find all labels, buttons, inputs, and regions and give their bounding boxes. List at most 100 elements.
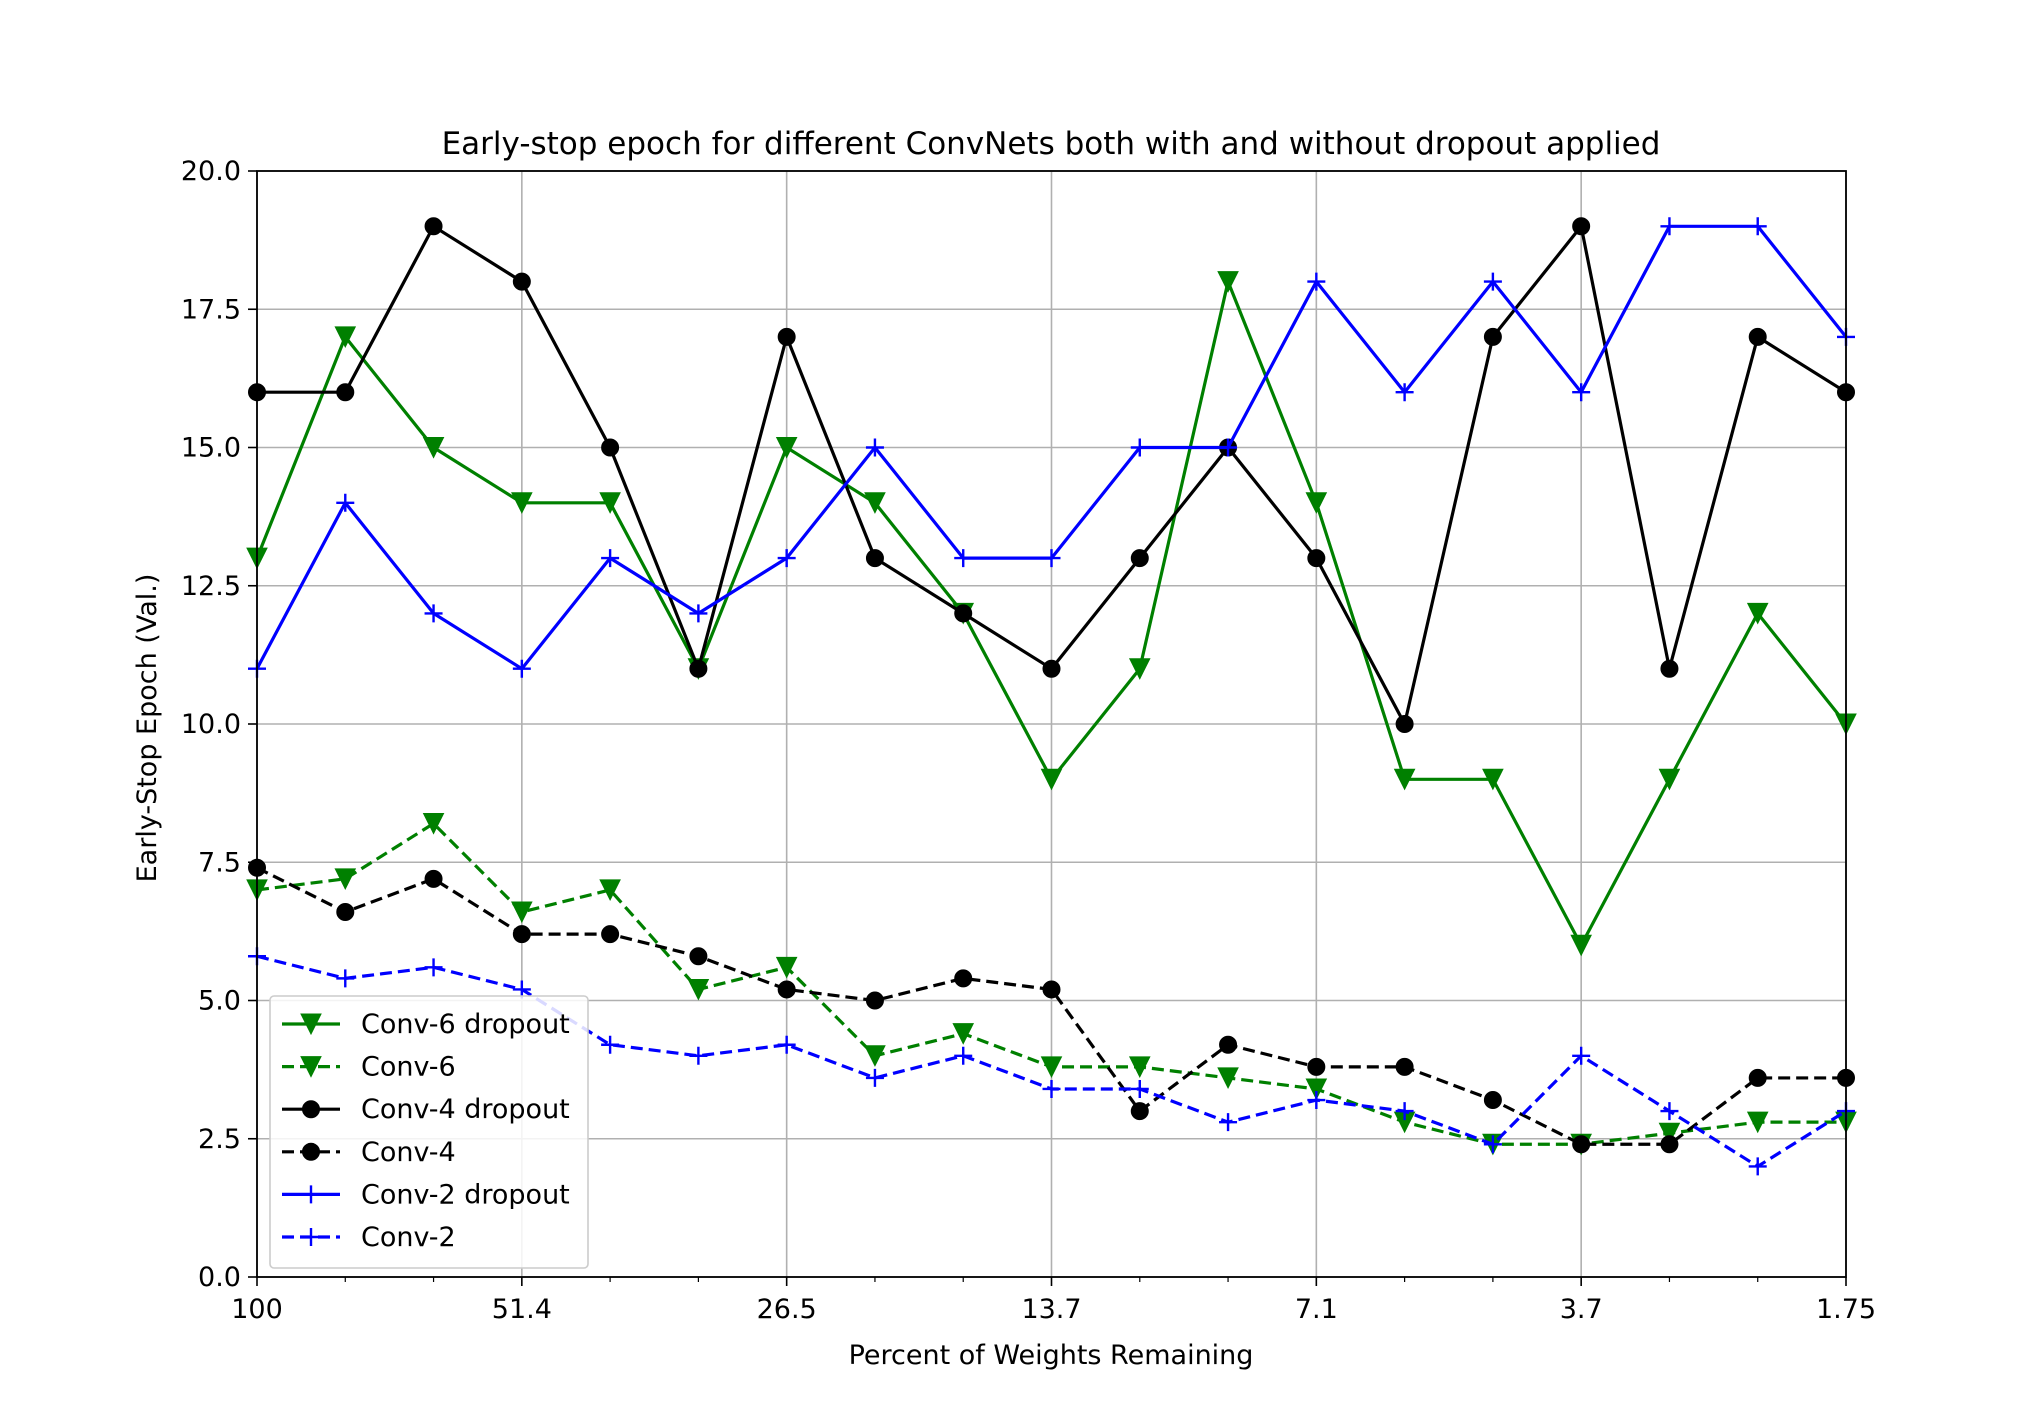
data-point [1748,327,1767,346]
data-point [511,901,533,924]
data-point [512,272,531,291]
data-point [1042,549,1061,568]
data-point [1307,1057,1326,1076]
legend-entry: Conv-4 [282,1137,456,1168]
data-point [334,326,357,349]
data-point [954,604,973,623]
data-point [865,1068,884,1087]
legend-box [269,995,589,1269]
data-point [1660,217,1679,236]
x-tick-label: 1.75 [1816,1294,1876,1325]
y-tick-label: 12.5 [181,571,241,602]
legend-label: Conv-4 [361,1137,456,1168]
data-point [336,903,355,922]
data-point [1219,1113,1238,1132]
legend-marker [302,1185,320,1204]
data-point [1660,1102,1679,1121]
series-conv-4 [248,858,1855,1154]
data-point [1658,768,1681,791]
data-point [1042,659,1061,678]
data-point [777,549,796,568]
data-point [1040,768,1063,791]
data-point [1395,1057,1414,1076]
data-point [422,813,445,835]
data-point [512,925,531,944]
y-tick-label: 0.0 [198,1262,241,1293]
x-tick-label: 13.7 [1021,1294,1081,1325]
legend-marker [302,1228,320,1246]
data-point [1393,768,1416,791]
data-point [687,978,710,1001]
data-point [1658,1122,1681,1145]
data-point [1305,492,1328,514]
data-point [1572,383,1591,402]
chart-title: Early-stop epoch for different ConvNets … [442,126,1661,162]
data-point [1746,602,1769,625]
data-point [424,604,443,623]
data-point [1128,1056,1151,1078]
data-point [1395,715,1414,733]
data-point [1217,271,1239,293]
data-point [1040,1056,1063,1078]
data-point [775,956,798,979]
data-point [422,437,445,459]
data-point [865,991,884,1010]
data-point [512,659,531,678]
data-point [1219,1035,1238,1054]
data-point [777,327,796,346]
axis-ticks: 0.0 2.5 5.0 7.5 10.0 12.5 15.0 17.5 20.0 100 51.4 2… [181,156,1876,1325]
data-point [954,969,973,988]
data-point [1483,1091,1502,1110]
legend-marker [302,1142,320,1161]
data-point [1395,1102,1414,1121]
data-point [599,879,621,902]
data-point [777,1035,796,1054]
data-point [1572,1135,1591,1154]
legend-entry: Conv-4 dropout [282,1094,570,1125]
data-point [1219,438,1238,457]
data-point [1130,438,1149,457]
data-point [1042,1079,1061,1098]
data-point [1660,1135,1679,1154]
data-point [1307,549,1326,568]
data-point [1660,659,1679,678]
data-point [777,980,796,999]
data-point [689,947,708,966]
data-point [689,604,708,623]
x-tick-label: 100 [231,1294,283,1325]
data-point [1042,980,1061,999]
y-tick-label: 20.0 [181,156,241,187]
data-point [864,492,886,514]
legend-label: Conv-6 dropout [361,1009,570,1040]
legend-marker [302,1100,320,1119]
y-tick-label: 2.5 [198,1124,241,1155]
data-point [954,549,973,568]
data-point [775,437,798,459]
legend-label: Conv-2 dropout [361,1179,570,1210]
data-point [424,869,443,888]
x-tick-label: 7.1 [1295,1294,1338,1325]
data-point [601,925,620,944]
data-point [952,1023,975,1045]
x-tick-label: 51.4 [492,1294,552,1325]
data-point [601,549,620,568]
data-point [1483,327,1502,346]
data-point [1748,217,1767,236]
data-point [1217,1067,1239,1090]
data-point [1483,1135,1502,1154]
y-tick-label: 17.5 [181,294,241,325]
legend-entry: Conv-2 dropout [282,1179,570,1210]
data-point [1572,1046,1591,1065]
legend-label: Conv-2 [361,1222,456,1253]
data-point [1746,1111,1769,1134]
x-tick-label: 26.5 [757,1294,817,1325]
data-point [1128,658,1151,680]
data-point [864,1045,886,1067]
data-point [1130,1079,1149,1098]
legend-label: Conv-4 dropout [361,1094,570,1125]
x-tick-label: 3.7 [1560,1294,1603,1325]
y-tick-label: 5.0 [198,986,241,1017]
y-tick-label: 15.0 [181,433,241,464]
data-point [1395,383,1414,402]
